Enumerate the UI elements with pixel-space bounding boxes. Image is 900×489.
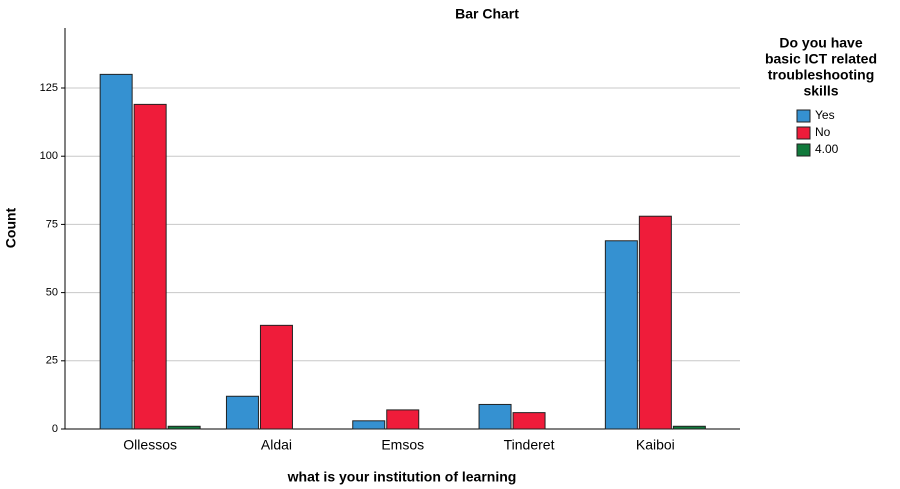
y-tick-label: 75 <box>46 218 58 230</box>
bar <box>133 103 167 430</box>
legend-label: 4.00 <box>815 142 839 156</box>
legend-swatch <box>796 126 811 140</box>
bar <box>386 409 420 430</box>
x-axis-label: what is your institution of learning <box>287 469 517 485</box>
x-tick-label: Tinderet <box>504 437 555 453</box>
y-tick-label: 125 <box>40 82 58 94</box>
y-axis-label: Count <box>3 207 19 248</box>
legend-title: troubleshooting <box>768 67 875 83</box>
x-tick-label: Aldai <box>261 437 292 453</box>
legend-title: basic ICT related <box>765 51 877 67</box>
legend-swatch <box>796 143 811 157</box>
legend-label: Yes <box>815 108 835 122</box>
bar <box>638 215 672 430</box>
x-tick-label: Kaiboi <box>636 437 675 453</box>
bar <box>167 425 201 430</box>
legend-title: Do you have <box>779 35 862 51</box>
bar <box>225 395 259 430</box>
y-tick-label: 25 <box>46 355 58 367</box>
bar <box>352 420 386 430</box>
y-tick-label: 0 <box>52 423 58 435</box>
chart-title: Bar Chart <box>455 6 519 22</box>
bar <box>478 403 512 430</box>
y-tick-label: 100 <box>40 150 58 162</box>
y-tick-label: 50 <box>46 287 58 299</box>
x-tick-label: Ollessos <box>123 437 177 453</box>
bar <box>604 240 638 430</box>
legend-swatch <box>796 109 811 123</box>
bar <box>512 412 546 430</box>
legend-label: No <box>815 125 831 139</box>
x-tick-label: Emsos <box>381 437 424 453</box>
bar <box>259 324 293 430</box>
legend-title: skills <box>803 83 838 99</box>
bar <box>99 73 133 430</box>
bar <box>672 425 706 430</box>
